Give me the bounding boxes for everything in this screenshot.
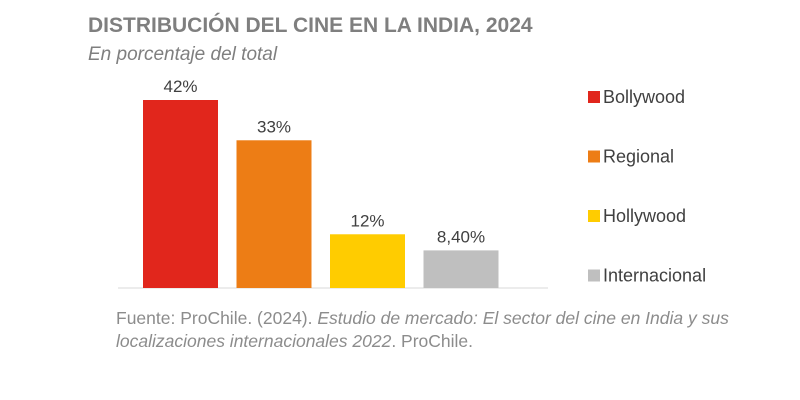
bar-internacional <box>423 250 499 288</box>
source-suffix: . ProChile. <box>391 331 474 351</box>
legend-label-bollywood: Bollywood <box>603 87 685 107</box>
legend-swatch-hollywood <box>588 210 600 222</box>
legend-label-internacional: Internacional <box>603 266 706 286</box>
bar-regional <box>236 140 312 288</box>
legend-label-hollywood: Hollywood <box>603 206 686 226</box>
bar-bollywood <box>143 100 218 288</box>
bar-hollywood <box>330 234 405 288</box>
legend-swatch-regional <box>588 150 600 163</box>
source-prefix: Fuente: ProChile. (2024). <box>116 308 318 328</box>
chart-subtitle: En porcentaje del total <box>88 44 278 65</box>
chart-title: DISTRIBUCIÓN DEL CINE EN LA INDIA, 2024 <box>88 14 533 37</box>
bars-group <box>143 100 499 288</box>
source-note: Fuente: ProChile. (2024). Estudio de mer… <box>116 307 756 353</box>
data-label-internacional: 8,40% <box>437 227 485 246</box>
bar-chart: 42% 33% 12% 8,40% Bollywood Regional Hollywoo… <box>118 77 706 289</box>
legend-swatch-internacional <box>588 269 600 282</box>
legend: Bollywood Regional Hollywood Internacional <box>588 87 706 286</box>
source-title: Estudio de mercado: El sector del cine e… <box>116 308 729 351</box>
legend-label-regional: Regional <box>603 147 674 167</box>
legend-swatch-bollywood <box>588 91 600 103</box>
data-label-regional: 33% <box>257 117 291 136</box>
data-label-hollywood: 12% <box>350 211 384 230</box>
data-label-bollywood: 42% <box>163 77 197 96</box>
data-labels-group: 42% 33% 12% 8,40% <box>163 77 485 246</box>
